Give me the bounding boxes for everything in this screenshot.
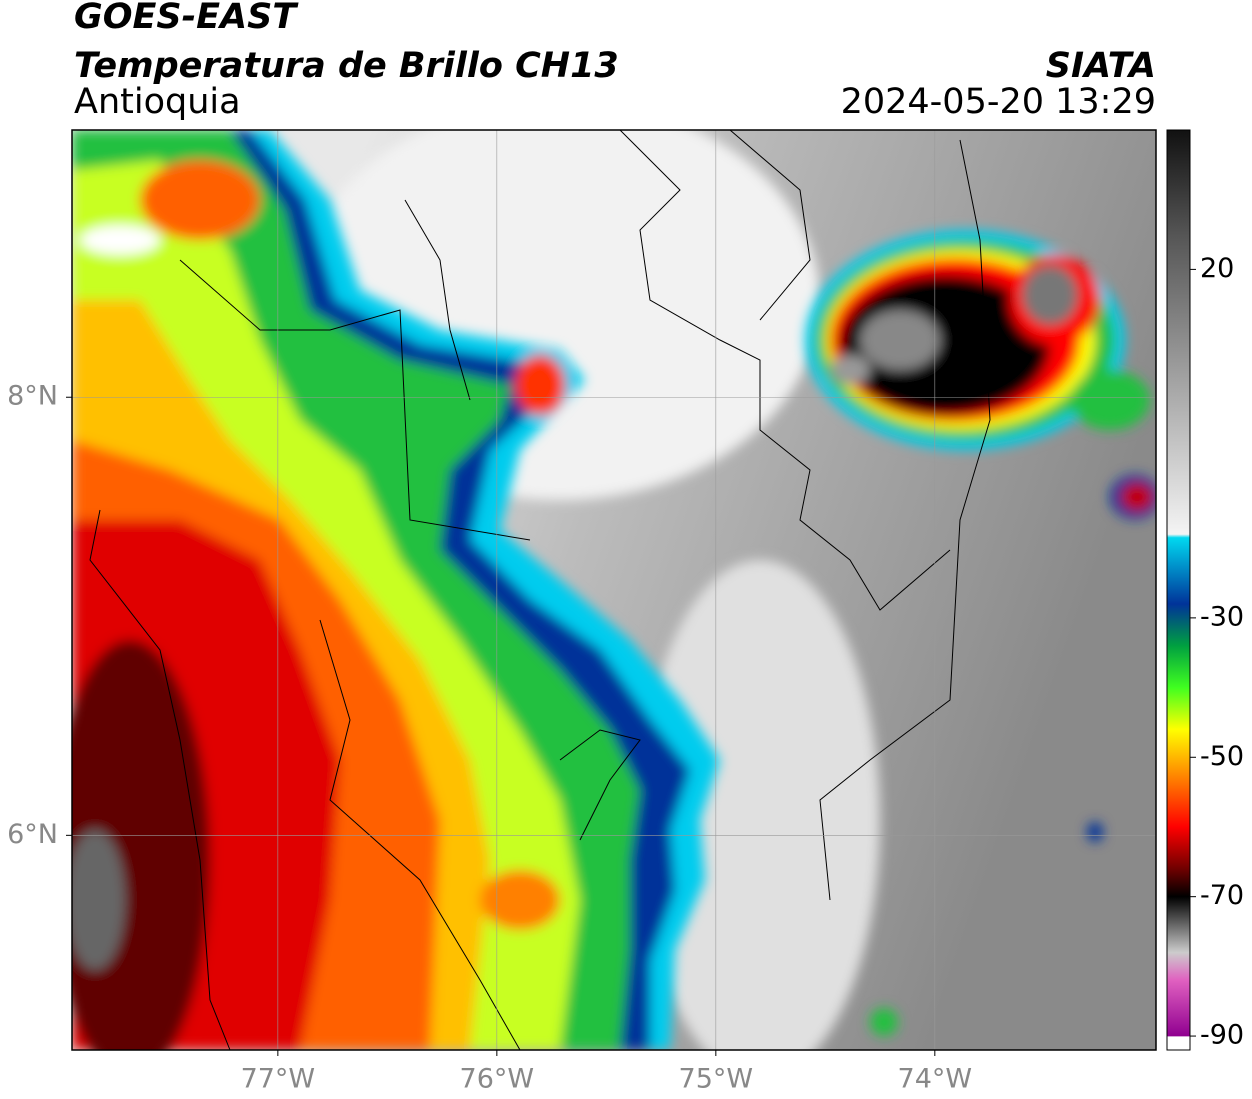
y-tick-label: 6°N [7, 819, 58, 850]
subtitle: Temperatura de Brillo CH13 [74, 46, 619, 86]
colorbar [1166, 129, 1191, 1051]
region: Antioquia [74, 82, 241, 122]
colorbar-tick-label: -70 [1200, 880, 1244, 911]
x-tick-label: 76°W [460, 1064, 535, 1095]
colorbar-tick-label: 20 [1200, 253, 1234, 284]
title: GOES-EAST [74, 0, 299, 37]
colorbar-tick-label: -90 [1200, 1020, 1244, 1051]
x-tick-label: 74°W [898, 1064, 973, 1095]
satellite-image [72, 130, 1156, 1050]
map-frame [71, 129, 1157, 1051]
source: SIATA [1046, 46, 1156, 86]
timestamp: 2024-05-20 13:29 [841, 82, 1156, 122]
x-tick-label: 75°W [679, 1064, 754, 1095]
colorbar-tick-label: -30 [1200, 601, 1244, 632]
y-tick-label: 8°N [7, 381, 58, 412]
colorbar-tick-label: -50 [1200, 741, 1244, 772]
x-tick-label: 77°W [241, 1064, 316, 1095]
